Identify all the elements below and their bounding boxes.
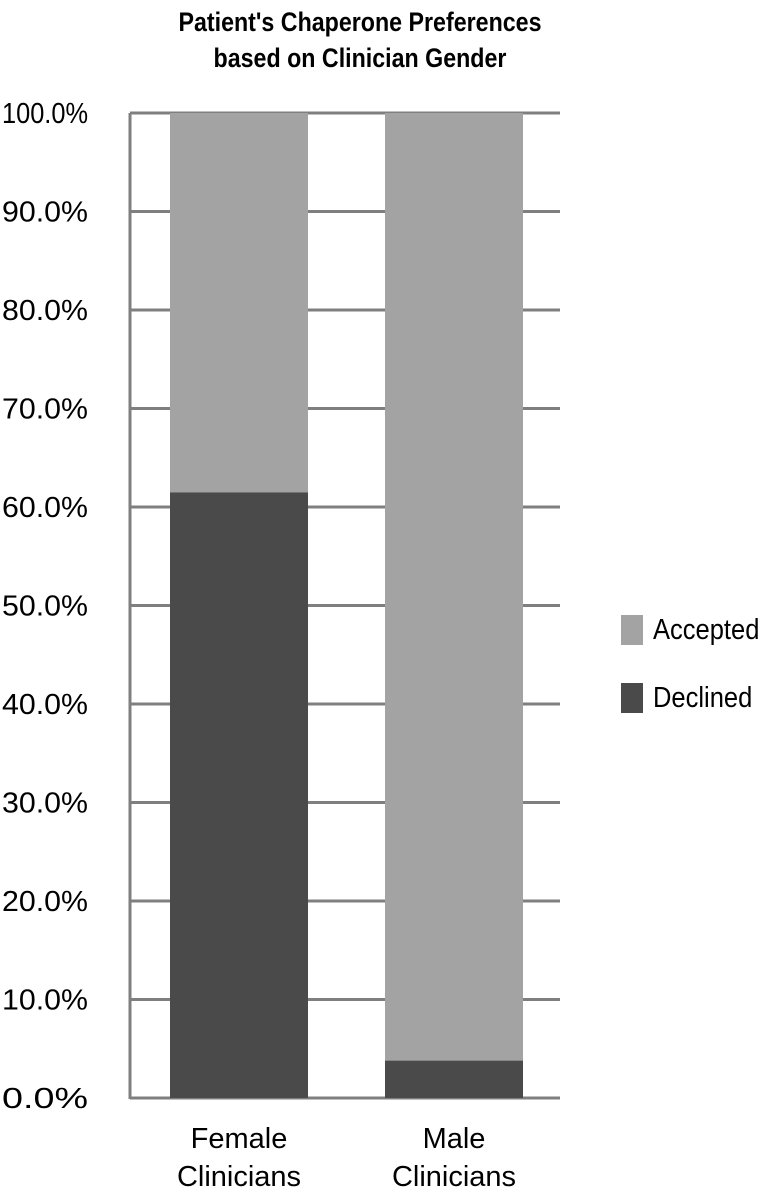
chart-title-line-2: based on Clinician Gender	[213, 43, 507, 73]
chart-title: Patient's Chaperone Preferences based on…	[136, 4, 583, 76]
bar-accepted-1	[385, 113, 523, 1061]
x-category-label: Clinicians	[392, 1161, 516, 1193]
bar-accepted-0	[170, 113, 308, 493]
y-tick-label: 80.0%	[2, 295, 88, 327]
y-tick-label: 70.0%	[2, 394, 88, 426]
y-tick-label: 90.0%	[2, 197, 88, 229]
y-tick-label: 40.0%	[2, 689, 88, 721]
y-tick-label: 50.0%	[2, 591, 88, 623]
legend-label-accepted: Accepted	[653, 613, 760, 646]
legend-label-declined: Declined	[653, 681, 753, 714]
y-tick-label: 100.0%	[2, 98, 88, 130]
legend-swatch-declined	[621, 683, 643, 713]
legend-item-accepted: Accepted	[621, 610, 765, 650]
bar-declined-0	[170, 492, 308, 1099]
legend-item-declined: Declined	[621, 678, 765, 718]
x-category-label: Clinicians	[177, 1161, 301, 1193]
y-tick-label: 60.0%	[2, 492, 88, 524]
y-tick-label: 10.0%	[2, 985, 88, 1017]
chart-title-line-1: Patient's Chaperone Preferences	[178, 7, 542, 37]
x-category-label: Female	[191, 1123, 288, 1155]
x-category-label: Male	[423, 1123, 486, 1155]
legend-swatch-accepted	[621, 615, 643, 645]
y-tick-label: 20.0%	[2, 886, 88, 918]
y-tick-label: 0.0%	[2, 1083, 88, 1115]
bar-declined-1	[385, 1060, 523, 1098]
legend: Accepted Declined	[621, 610, 765, 746]
y-tick-label: 30.0%	[2, 788, 88, 820]
